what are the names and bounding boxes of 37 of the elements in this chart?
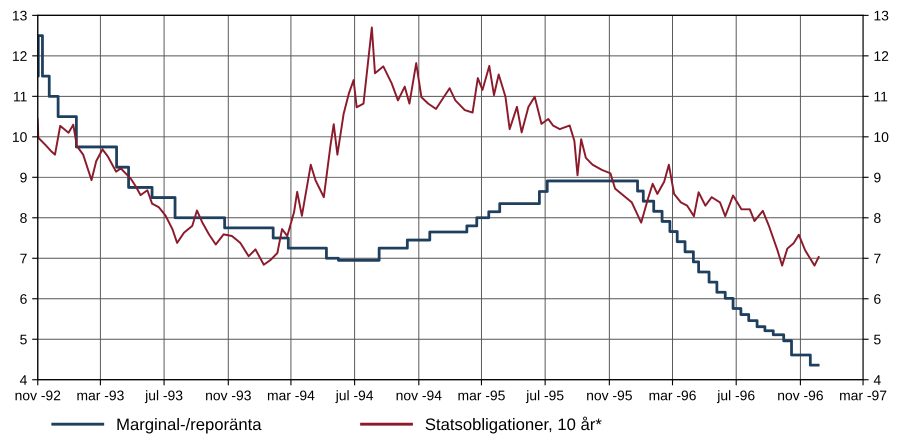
y2-tick-label: 8 — [874, 213, 881, 223]
y2-tick-label: 12 — [874, 51, 888, 61]
x-tick-label: mar -93 — [77, 390, 124, 400]
y2-tick-label: 11 — [874, 92, 888, 102]
y2-tick-label: 10 — [874, 132, 888, 142]
y2-tick-label: 6 — [874, 294, 881, 304]
y-tick-label: 10 — [12, 132, 27, 142]
x-tick-label: nov -92 — [16, 390, 60, 400]
line-series — [38, 26, 820, 267]
y2-tick-label: 9 — [874, 172, 881, 182]
y-tick-label: 8 — [20, 213, 27, 223]
x-tick-label: jul -96 — [716, 390, 754, 404]
x-tick-label: jul -95 — [526, 390, 564, 404]
legend-label: Marginal-/reporänta — [117, 418, 262, 434]
x-tick-label: mar -96 — [650, 390, 696, 400]
y-tick-label: 13 — [12, 10, 27, 21]
x-tick-label: nov -95 — [587, 390, 632, 400]
y-tick-label: 11 — [14, 92, 27, 102]
legend-label: Statsobligationer, 10 år* — [426, 416, 602, 434]
x-tick-label: nov -96 — [778, 390, 823, 400]
x-tick-label: jul -94 — [335, 390, 374, 404]
y2-tick-label: 4 — [874, 375, 881, 385]
x-tick-label: nov -93 — [206, 390, 251, 400]
x-tick-label: mar -95 — [458, 390, 505, 400]
y-tick-label: 4 — [20, 375, 27, 385]
y2-tick-label: 5 — [874, 334, 881, 344]
y2-tick-label: 13 — [874, 10, 888, 21]
x-tick-label: jul -93 — [144, 390, 182, 404]
y-tick-label: 6 — [20, 294, 27, 304]
x-tick-label: mar -97 — [840, 390, 886, 400]
y-tick-label: 9 — [20, 172, 27, 182]
y-tick-label: 7 — [20, 254, 27, 264]
y-tick-label: 5 — [20, 334, 27, 344]
y-tick-label: 12 — [12, 51, 27, 61]
x-tick-label: mar -94 — [268, 390, 314, 400]
x-tick-label: nov -94 — [396, 390, 442, 400]
y2-tick-label: 7 — [874, 254, 880, 264]
